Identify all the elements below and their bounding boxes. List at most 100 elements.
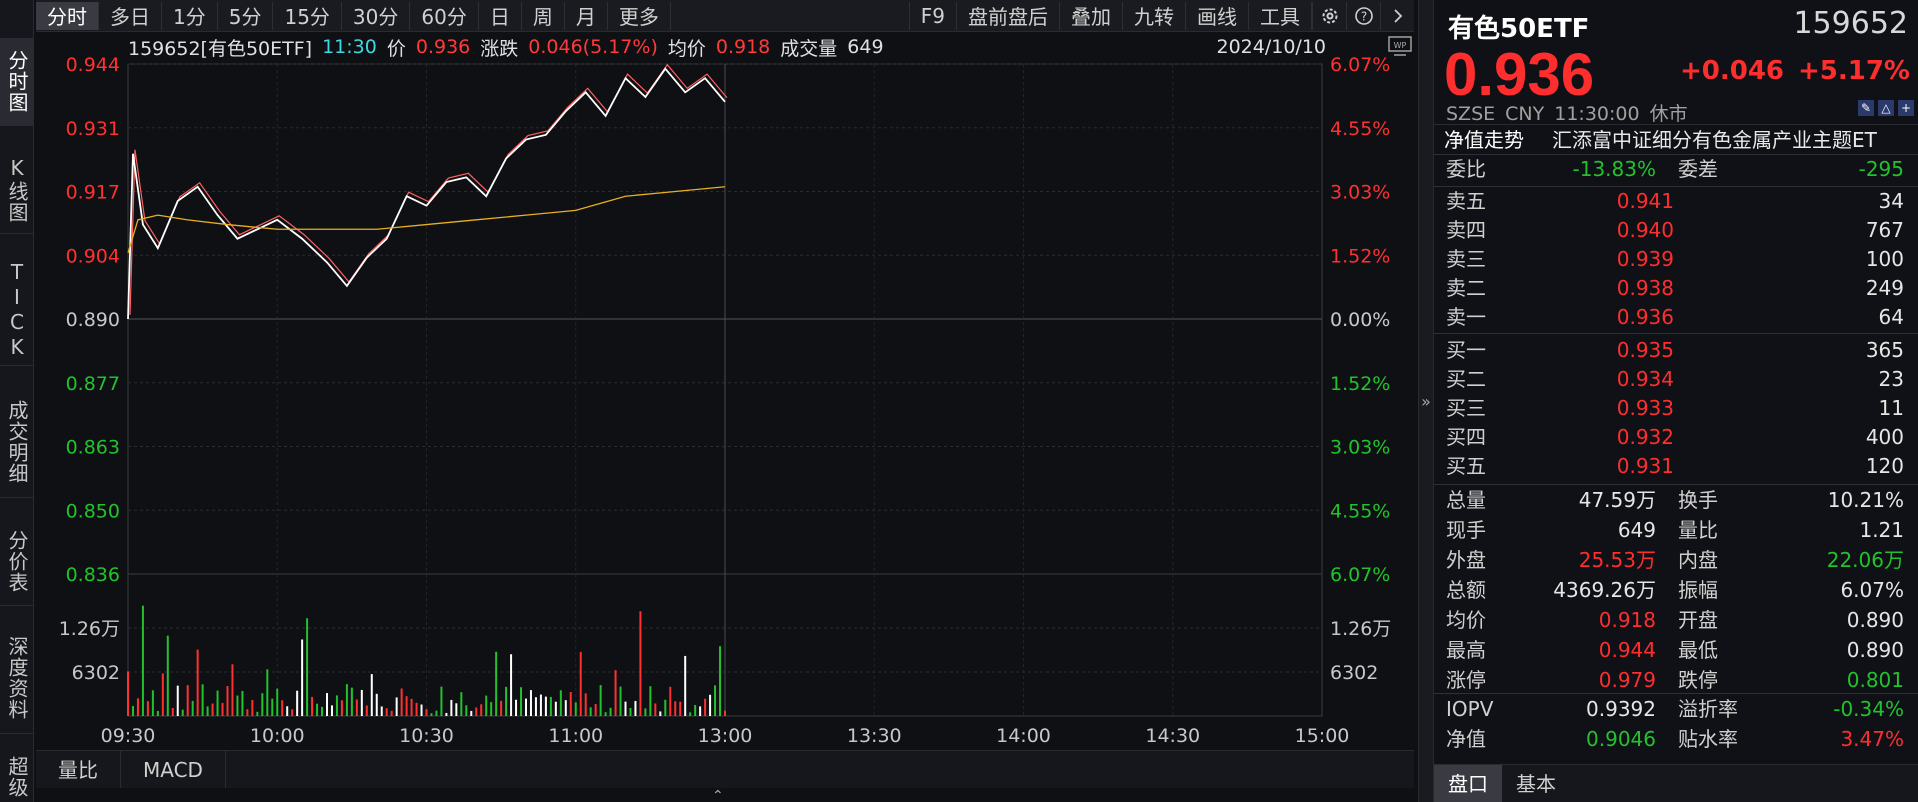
- stat-value: 0.801: [1846, 668, 1904, 692]
- tab-tick[interactable]: TICK: [0, 254, 34, 366]
- stat-row: 涨停 0.979 跌停 0.801: [1434, 666, 1918, 695]
- intraday-chart[interactable]: 0.944 6.07% 0.931 4.55% 0.917 3.03% 0.904 1.52%…: [36, 56, 1414, 746]
- period-15min[interactable]: 15分: [273, 1, 342, 30]
- y-tick-right: 6.07%: [1330, 564, 1390, 586]
- volume-bar: [365, 705, 368, 716]
- tab-label: 分时图: [5, 50, 29, 113]
- quote-meta: SZSE CNY 11:30:00 休市: [1446, 99, 1698, 126]
- volume-bar: [510, 654, 513, 716]
- edit-icon[interactable]: ✎: [1858, 100, 1874, 116]
- y-tick-left: 0.917: [66, 182, 120, 204]
- nav-row[interactable]: 净值走势 汇添富中证细分有色金属产业主题ET: [1434, 124, 1918, 154]
- volume-bar: [669, 686, 672, 716]
- tab-super[interactable]: 超级: [0, 752, 34, 802]
- avg-price-line: [127, 186, 726, 254]
- nine-turn-button[interactable]: 九转: [1123, 1, 1186, 30]
- stat-row: 总量 47.59万 换手 10.21%: [1434, 486, 1918, 515]
- order-book-row[interactable]: 买四 0.932 400: [1434, 423, 1918, 452]
- volume-bar: [689, 712, 692, 716]
- volume-bar: [520, 687, 523, 716]
- tab-kline[interactable]: K线图: [0, 146, 34, 234]
- volume-bar: [251, 699, 254, 716]
- order-book-row[interactable]: 买三 0.933 11: [1434, 394, 1918, 423]
- level-price: 0.939: [1616, 247, 1674, 271]
- level-volume: 400: [1865, 425, 1904, 449]
- volume-bar: [515, 699, 518, 716]
- period-5min[interactable]: 5分: [218, 1, 274, 30]
- order-book-row[interactable]: 卖五 0.941 34: [1434, 187, 1918, 216]
- period-day[interactable]: 日: [479, 1, 522, 30]
- tab-basic[interactable]: 基本: [1516, 772, 1556, 796]
- tab-order-book[interactable]: 盘口: [1434, 765, 1502, 802]
- tab-price-table[interactable]: 分价表: [0, 518, 34, 606]
- volume-bar: [529, 690, 532, 716]
- stat-label: 总量: [1446, 488, 1486, 512]
- period-60min[interactable]: 60分: [410, 1, 479, 30]
- period-week[interactable]: 周: [522, 1, 565, 30]
- vol-tick-right: 6302: [1330, 662, 1378, 684]
- panel-splitter[interactable]: »: [1418, 0, 1434, 802]
- stat-label: 外盘: [1446, 548, 1486, 572]
- volume-bar: [644, 708, 647, 716]
- indicator-tab-volume-ratio[interactable]: 量比: [36, 751, 121, 788]
- help-icon[interactable]: ?: [1346, 1, 1380, 30]
- period-1min[interactable]: 1分: [162, 1, 218, 30]
- order-book-row[interactable]: 卖三 0.939 100: [1434, 245, 1918, 274]
- order-book-row[interactable]: 买五 0.931 120: [1434, 452, 1918, 481]
- volume-value: 649: [847, 36, 884, 58]
- market-status: 休市: [1649, 103, 1688, 125]
- volume-bar: [375, 693, 378, 716]
- order-book-row[interactable]: 卖二 0.938 249: [1434, 274, 1918, 303]
- x-tick: 14:00: [996, 725, 1051, 746]
- period-month[interactable]: 月: [565, 1, 608, 30]
- order-book-row[interactable]: 买一 0.935 365: [1434, 336, 1918, 365]
- tab-timeshare[interactable]: 分时图: [0, 38, 34, 126]
- tab-depth-info[interactable]: 深度资料: [0, 622, 34, 734]
- stat-value: 0.944: [1598, 638, 1656, 662]
- volume-bar: [425, 709, 428, 716]
- wp-icon[interactable]: WP: [1388, 36, 1412, 58]
- level-volume: 767: [1865, 218, 1904, 242]
- volume-bar: [579, 651, 582, 716]
- volume-bar: [291, 709, 294, 716]
- nav-trend-label[interactable]: 净值走势: [1444, 128, 1524, 152]
- bell-icon[interactable]: △: [1878, 100, 1894, 116]
- draw-line-button[interactable]: 画线: [1186, 1, 1249, 30]
- tab-trade-detail[interactable]: 成交明细: [0, 386, 34, 498]
- collapse-up-icon[interactable]: ⌃: [712, 788, 724, 802]
- volume-bar: [405, 696, 408, 716]
- period-30min[interactable]: 30分: [342, 1, 411, 30]
- volume-bar: [430, 713, 433, 716]
- quote-panel: 有色50ETF 159652 0.936 +0.046 +5.17% SZSE CN…: [1434, 0, 1918, 802]
- volume-bar: [171, 708, 174, 716]
- y-tick-left: 0.944: [66, 56, 120, 76]
- y-tick-right: 1.52%: [1330, 245, 1390, 267]
- period-more[interactable]: 更多: [608, 1, 671, 30]
- volume-bar: [286, 706, 289, 716]
- order-book-row[interactable]: 卖一 0.936 64: [1434, 303, 1918, 332]
- chart-svg[interactable]: 0.944 6.07% 0.931 4.55% 0.917 3.03% 0.904 1.52%…: [36, 56, 1414, 746]
- level-volume: 100: [1865, 247, 1904, 271]
- level-volume: 34: [1878, 189, 1904, 213]
- symbol-label: 159652[有色50ETF]: [128, 37, 313, 60]
- chevron-right-icon[interactable]: [1380, 1, 1414, 30]
- period-timeshare[interactable]: 分时: [36, 1, 99, 30]
- add-icon[interactable]: +: [1898, 100, 1914, 116]
- f9-button[interactable]: F9: [908, 1, 957, 30]
- volume-bar: [549, 696, 552, 716]
- premarket-button[interactable]: 盘前盘后: [957, 1, 1060, 30]
- stat-label: 内盘: [1678, 548, 1718, 572]
- period-multiday[interactable]: 多日: [99, 1, 162, 30]
- tools-button[interactable]: 工具: [1249, 1, 1312, 30]
- stat-label: IOPV: [1446, 697, 1494, 721]
- chart-toolbar: 分时 多日 1分 5分 15分 30分 60分 日 周 月 更多 F9 盘前盘后…: [36, 0, 1414, 32]
- overlay-button[interactable]: 叠加: [1060, 1, 1123, 30]
- gear-icon[interactable]: [1312, 1, 1346, 30]
- stat-label: 换手: [1678, 488, 1718, 512]
- stat-value: 649: [1617, 518, 1656, 542]
- volume-bar: [330, 705, 333, 716]
- order-book-row[interactable]: 卖四 0.940 767: [1434, 216, 1918, 245]
- volume-bar: [211, 703, 214, 716]
- indicator-tab-macd[interactable]: MACD: [121, 751, 226, 788]
- order-book-row[interactable]: 买二 0.934 23: [1434, 365, 1918, 394]
